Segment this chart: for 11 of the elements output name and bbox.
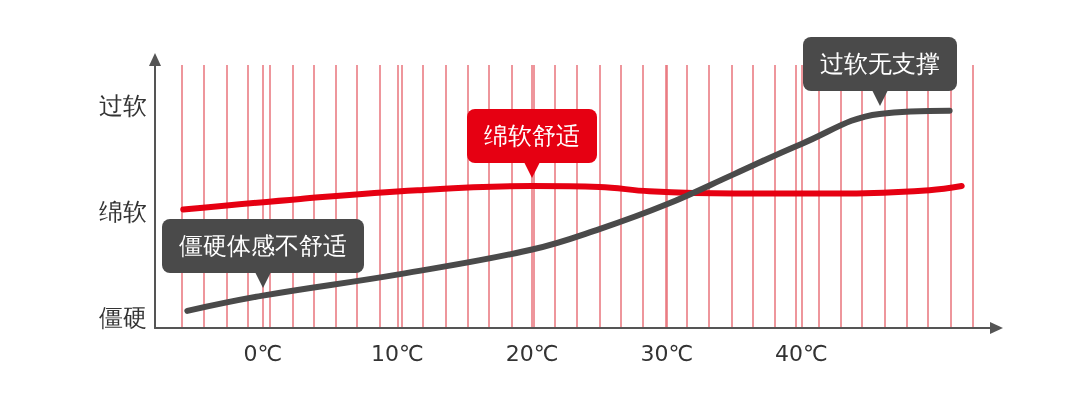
annotation: 过软无支撑 [802, 36, 957, 91]
x-tick-label: 40℃ [775, 340, 828, 366]
text: 过软 [99, 90, 147, 122]
annotation: 僵硬体感不舒适 [161, 218, 364, 273]
text: 绵软 [99, 196, 147, 228]
annotation: 绵软舒适 [467, 109, 598, 164]
text: 僵硬 [99, 303, 147, 334]
x-tick-label: 10℃ [371, 340, 424, 366]
x-tick-label: 0℃ [243, 340, 283, 366]
x-tick-label: 30℃ [640, 340, 694, 366]
x-tick-label: 20℃ [505, 340, 559, 366]
